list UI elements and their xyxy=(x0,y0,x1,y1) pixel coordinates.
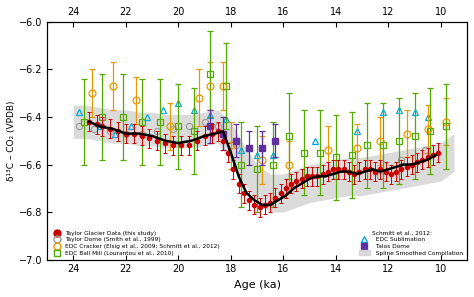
X-axis label: Age (ka): Age (ka) xyxy=(234,280,281,290)
Y-axis label: δ¹³C – CO₂ (VPDB): δ¹³C – CO₂ (VPDB) xyxy=(7,100,16,181)
Legend: Schmitt et al., 2012:,   EDC Sublimation,   Talos Dome,   Spline Smoothed Compil: Schmitt et al., 2012:, EDC Sublimation, … xyxy=(357,229,465,257)
